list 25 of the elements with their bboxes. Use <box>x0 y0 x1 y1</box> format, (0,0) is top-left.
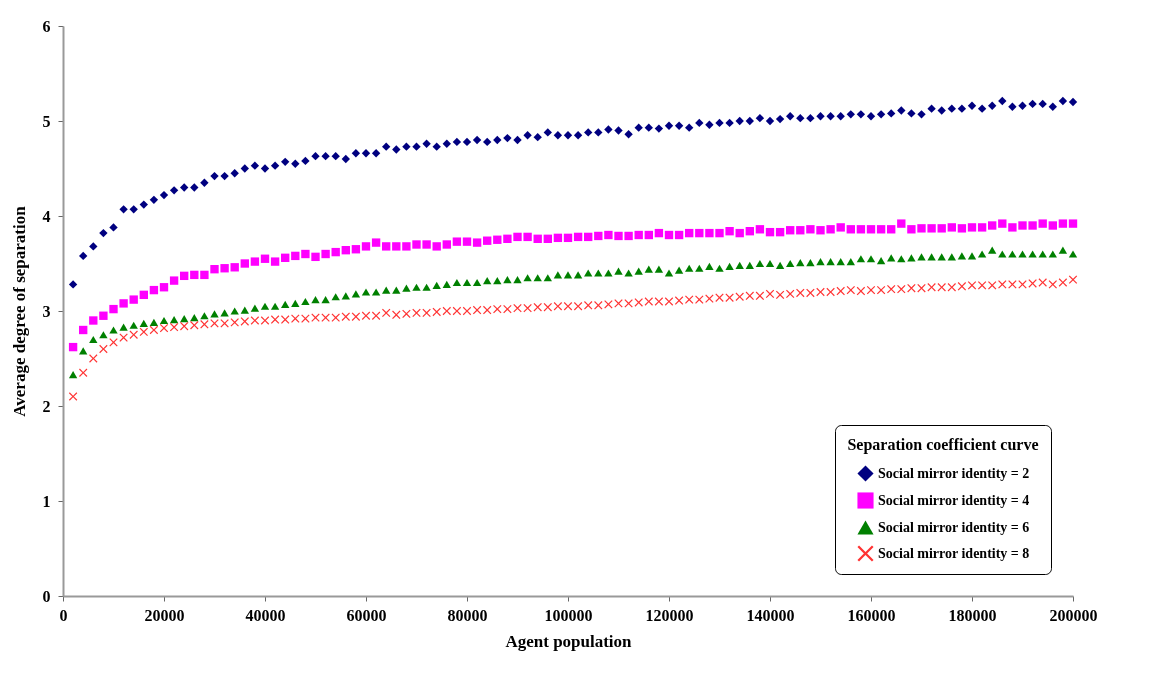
y-tick-label: 1 <box>42 492 51 510</box>
y-tick-label: 2 <box>42 397 51 415</box>
x-tick-label: 160000 <box>847 606 896 624</box>
x-axis-title: Agent population <box>505 631 633 651</box>
x-tick-label: 180000 <box>948 606 997 624</box>
y-tick-label: 6 <box>42 17 51 35</box>
y-tick-label: 4 <box>42 207 51 225</box>
x-tick-label: 120000 <box>645 606 694 624</box>
x-tick-label: 20000 <box>144 606 185 624</box>
y-axis-title: Average degree of separation <box>9 205 29 417</box>
x-tick-label: 200000 <box>1049 606 1098 624</box>
legend-title: Separation coefficient curve <box>847 436 1039 454</box>
x-tick-label: 40000 <box>245 606 286 624</box>
legend-label: Social mirror identity = 8 <box>878 545 1030 561</box>
legend-label: Social mirror identity = 4 <box>878 492 1030 508</box>
x-tick-label: 0 <box>59 606 68 624</box>
y-tick-label: 3 <box>42 302 51 320</box>
legend-label: Social mirror identity = 6 <box>878 519 1030 535</box>
x-tick-label: 140000 <box>746 606 795 624</box>
legend-label: Social mirror identity = 2 <box>878 465 1030 481</box>
x-tick-label: 80000 <box>447 606 488 624</box>
y-tick-label: 0 <box>42 587 51 605</box>
x-tick-label: 60000 <box>346 606 387 624</box>
x-tick-label: 100000 <box>544 606 593 624</box>
y-tick-label: 5 <box>42 112 51 130</box>
